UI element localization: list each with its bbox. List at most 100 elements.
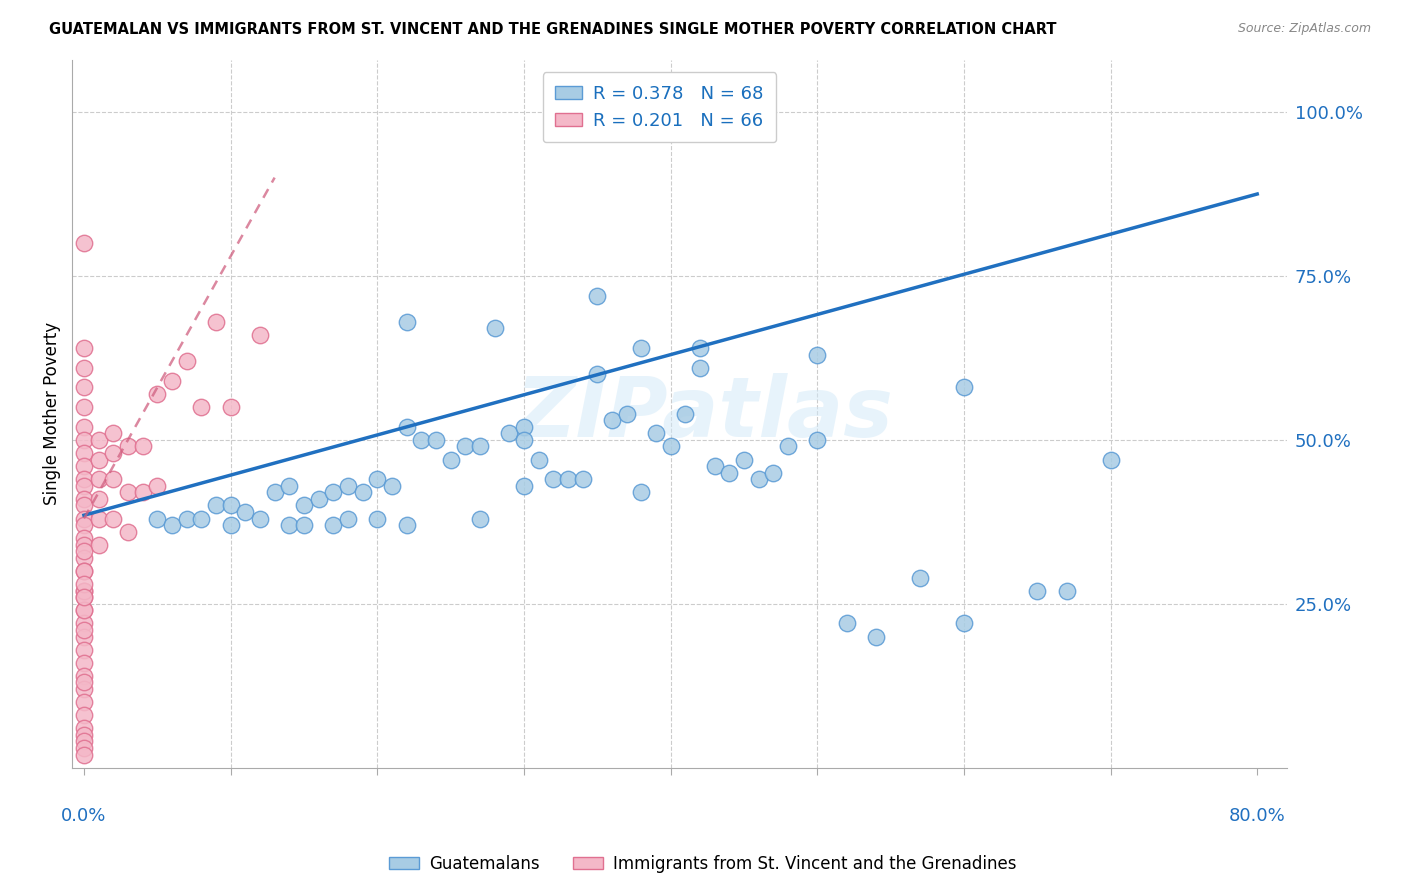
Text: Source: ZipAtlas.com: Source: ZipAtlas.com xyxy=(1237,22,1371,36)
Point xyxy=(73,616,96,631)
Point xyxy=(87,491,110,506)
Point xyxy=(718,466,741,480)
Point xyxy=(87,538,110,552)
Point xyxy=(484,321,506,335)
Point xyxy=(73,538,96,552)
Point xyxy=(395,518,418,533)
Point xyxy=(806,348,828,362)
Point xyxy=(513,433,536,447)
Point xyxy=(953,616,976,631)
Point xyxy=(73,380,96,394)
Point xyxy=(336,511,359,525)
Point xyxy=(630,341,652,355)
Point xyxy=(73,656,96,670)
Point xyxy=(425,433,447,447)
Point xyxy=(1056,583,1078,598)
Point xyxy=(308,491,330,506)
Point xyxy=(498,426,520,441)
Point xyxy=(73,591,96,605)
Point xyxy=(146,387,169,401)
Point xyxy=(73,603,96,617)
Point xyxy=(73,681,96,696)
Point xyxy=(953,380,976,394)
Point xyxy=(117,485,139,500)
Point xyxy=(73,728,96,742)
Point xyxy=(703,459,725,474)
Point xyxy=(219,499,242,513)
Point xyxy=(87,472,110,486)
Point xyxy=(87,452,110,467)
Point xyxy=(468,439,491,453)
Point xyxy=(366,511,388,525)
Point xyxy=(160,518,183,533)
Point xyxy=(73,630,96,644)
Point xyxy=(586,368,609,382)
Point xyxy=(117,524,139,539)
Point xyxy=(146,511,169,525)
Point xyxy=(73,623,96,637)
Point xyxy=(73,360,96,375)
Point xyxy=(233,505,256,519)
Point xyxy=(908,570,931,584)
Point xyxy=(205,315,228,329)
Text: 80.0%: 80.0% xyxy=(1229,806,1285,824)
Point xyxy=(87,433,110,447)
Point xyxy=(190,400,212,414)
Point xyxy=(73,564,96,578)
Point xyxy=(117,439,139,453)
Point xyxy=(73,583,96,598)
Point xyxy=(87,511,110,525)
Point xyxy=(73,550,96,565)
Point xyxy=(748,472,770,486)
Point xyxy=(73,518,96,533)
Point xyxy=(73,722,96,736)
Point xyxy=(103,426,125,441)
Point xyxy=(249,511,271,525)
Point xyxy=(322,485,344,500)
Point xyxy=(73,511,96,525)
Point xyxy=(835,616,858,631)
Point xyxy=(616,407,638,421)
Point xyxy=(659,439,682,453)
Point xyxy=(322,518,344,533)
Point xyxy=(73,642,96,657)
Point xyxy=(73,747,96,762)
Point xyxy=(73,400,96,414)
Point xyxy=(454,439,477,453)
Point xyxy=(733,452,755,467)
Point xyxy=(73,459,96,474)
Point xyxy=(73,419,96,434)
Point xyxy=(131,439,153,453)
Point xyxy=(73,708,96,723)
Point xyxy=(292,499,315,513)
Point xyxy=(689,341,711,355)
Point xyxy=(73,479,96,493)
Point xyxy=(395,315,418,329)
Point xyxy=(160,374,183,388)
Point xyxy=(73,544,96,558)
Point xyxy=(73,741,96,756)
Point xyxy=(73,603,96,617)
Point xyxy=(205,499,228,513)
Point xyxy=(73,491,96,506)
Point xyxy=(103,511,125,525)
Point xyxy=(395,419,418,434)
Point xyxy=(630,485,652,500)
Point xyxy=(219,400,242,414)
Point xyxy=(513,479,536,493)
Point xyxy=(278,479,301,493)
Point xyxy=(600,413,623,427)
Point xyxy=(73,577,96,591)
Point xyxy=(103,446,125,460)
Point xyxy=(73,734,96,748)
Point xyxy=(73,583,96,598)
Point xyxy=(468,511,491,525)
Point xyxy=(278,518,301,533)
Point xyxy=(73,499,96,513)
Point xyxy=(557,472,579,486)
Point xyxy=(263,485,285,500)
Point xyxy=(806,433,828,447)
Point xyxy=(645,426,668,441)
Point xyxy=(439,452,461,467)
Point xyxy=(336,479,359,493)
